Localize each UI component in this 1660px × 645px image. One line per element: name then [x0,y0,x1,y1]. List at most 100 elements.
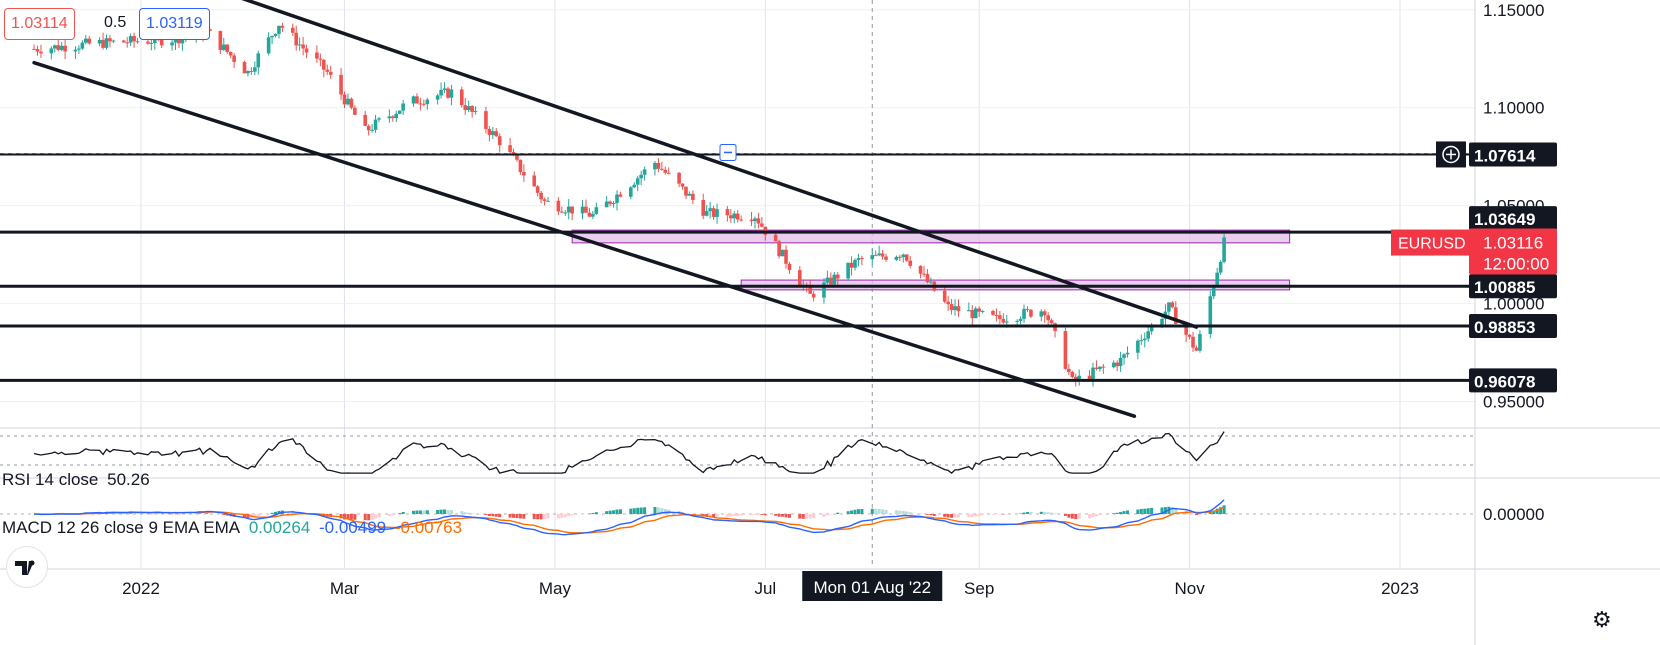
candle-body [1043,311,1047,315]
ask-price-box[interactable]: 1.03119 [139,8,210,40]
candle-body [977,309,981,312]
macd-histogram-bar [871,509,874,514]
macd-histogram-bar [388,514,391,516]
candle-body [884,257,888,260]
macd-histogram-bar [860,509,863,514]
candle-body [1029,310,1033,317]
macd-histogram-bar [495,514,498,517]
candle-body [546,201,550,202]
macd-histogram-bar [464,512,467,514]
candle-body [905,255,909,261]
candle-body [612,203,616,204]
candle-body [853,260,857,268]
tradingview-logo-icon[interactable] [6,546,48,588]
macd-histogram-bar [809,514,812,519]
macd-histogram-bar [1026,512,1029,514]
macd-histogram-bar [895,510,898,514]
candle-body [946,302,950,304]
macd-legend[interactable]: MACD 12 26 close 9 EMA EMA 0.00264 -0.00… [2,518,466,538]
candle-body [850,263,854,268]
candle-body [950,304,954,310]
candle-body [301,45,305,49]
candle-body [474,111,478,112]
candle-body [929,282,933,283]
candle-body [498,136,502,145]
candle-body [350,99,354,108]
macd-histogram-bar [885,510,888,514]
candle-body [908,261,912,266]
macd-histogram-bar [905,512,908,514]
candle-body [1112,363,1116,367]
candle-body [726,209,730,215]
macd-histogram-bar [1098,514,1101,515]
candle-body [1198,334,1202,351]
rsi-legend[interactable]: RSI 14 close 50.26 [2,470,154,490]
candle-body [229,52,233,55]
candle-body [688,194,692,196]
macd-histogram-bar [836,513,839,514]
candle-body [243,62,247,73]
candle-body [833,275,837,285]
macd-histogram-bar [564,514,567,517]
macd-histogram-bar [412,511,415,514]
candle-body [367,126,371,130]
macd-histogram-bar [729,514,732,516]
level-price-label: 1.07614 [1474,146,1536,165]
macd-histogram-bar [636,508,639,514]
macd-histogram-bar [1029,512,1032,514]
candle-body [56,45,60,50]
level-price-label: 1.00885 [1474,278,1535,297]
candle-body [401,104,405,111]
candle-body [1143,339,1147,341]
macd-histogram-bar [833,513,836,514]
macd-histogram-bar [1054,513,1057,514]
candle-body [370,130,374,131]
candle-body [443,88,447,90]
candle-body [63,46,67,52]
macd-histogram-bar [1050,513,1053,514]
bid-price-box[interactable]: 1.03114 [4,8,75,40]
candle-body [39,52,43,54]
candle-body [339,75,343,95]
candle-body [315,52,319,58]
candle-body [760,224,764,227]
candle-body [860,258,864,259]
candle-body [219,31,223,50]
x-tick-label: Mar [330,579,360,598]
gear-icon[interactable]: ⚙ [1592,608,1612,633]
macd-histogram-bar [933,514,936,516]
macd-value: 0.00264 [249,518,310,537]
candle-body [256,53,260,67]
countdown-label: 12:00:00 [1483,255,1549,274]
macd-histogram-bar [491,514,494,516]
candle-body [757,218,761,223]
macd-histogram-bar [595,512,598,514]
candle-body [101,40,105,48]
macd-histogram-bar [1095,514,1098,516]
candle-body [305,48,309,52]
macd-histogram-bar [257,514,260,516]
candle-body [1208,296,1212,334]
candle-body [1071,372,1075,377]
macd-histogram-bar [740,514,743,516]
candle-body [494,131,498,136]
candle-body [270,36,274,37]
candle-body [1095,368,1099,369]
macd-histogram-bar [629,509,632,514]
candle-body [591,214,595,217]
macd-histogram-bar [971,514,974,517]
candle-body [846,263,850,279]
macd-histogram-bar [540,514,543,519]
candle-body [812,294,816,298]
macd-histogram-bar [919,513,922,514]
macd-histogram-bar [515,514,518,518]
candle-body [374,120,378,130]
macd-histogram-bar [991,514,994,515]
candle-body [608,202,612,204]
macd-histogram-bar [1123,511,1126,514]
macd-histogram-bar [822,514,825,517]
candle-body [329,72,333,75]
candle-body [1067,369,1071,372]
macd-signal-value: -0.00499 [319,518,386,537]
